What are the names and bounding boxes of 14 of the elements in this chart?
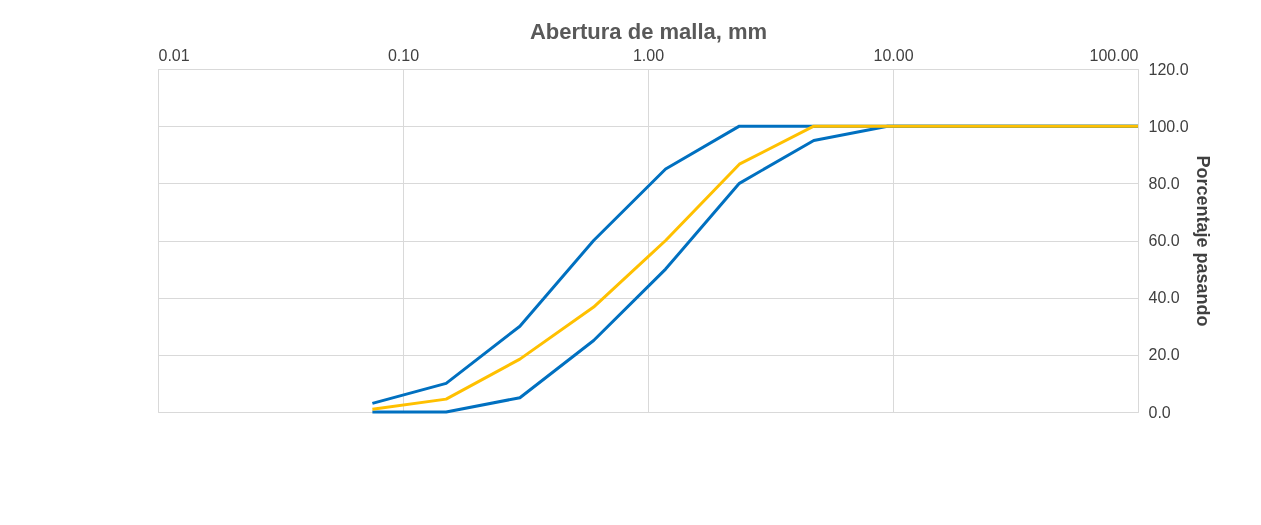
x-tick-label: 10.00 bbox=[873, 46, 914, 64]
y2-tick-label: 40.0 bbox=[1148, 289, 1180, 307]
y2-tick-label: 80.0 bbox=[1148, 174, 1180, 192]
x-axis-title: Abertura de malla, mm bbox=[529, 18, 768, 44]
x-tick-label: 1.00 bbox=[632, 46, 665, 64]
y2-tick-label: 100.0 bbox=[1148, 117, 1189, 135]
x-tick-label: 100.00 bbox=[1089, 46, 1139, 64]
y2-axis-title: Porcentaje pasando bbox=[1192, 155, 1213, 327]
y2-tick-label: 20.0 bbox=[1148, 346, 1180, 364]
x-tick-label: 0.10 bbox=[387, 46, 420, 64]
y2-tick-label: 60.0 bbox=[1148, 232, 1180, 249]
y2-tick-label: 0.0 bbox=[1148, 403, 1171, 421]
y2-tick-label: 120.0 bbox=[1148, 60, 1189, 78]
x-tick-label: 0.01 bbox=[158, 46, 190, 64]
